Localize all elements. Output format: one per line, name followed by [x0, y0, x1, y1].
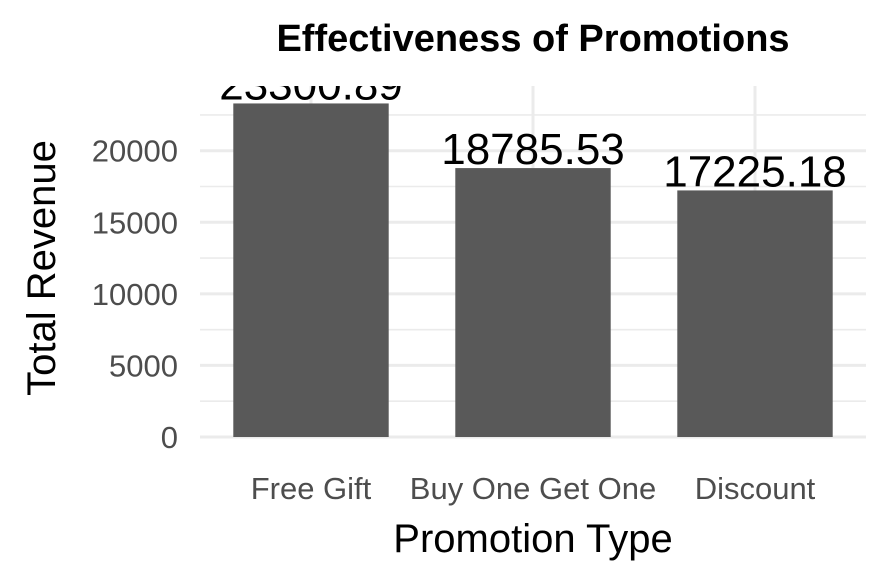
y-tick-label: 20000: [92, 134, 178, 169]
x-tick-label: Buy One Get One: [410, 471, 656, 506]
y-tick-label: 15000: [92, 205, 178, 240]
x-axis-title: Promotion Type: [393, 517, 672, 561]
bar: [233, 103, 389, 438]
chart-title: Effectiveness of Promotions: [276, 18, 789, 60]
bar: [677, 190, 833, 437]
bars: [233, 103, 833, 438]
y-axis-title: Total Revenue: [20, 140, 64, 396]
bar-value-label: 23300.89: [219, 60, 403, 109]
bar-value-label: 18785.53: [441, 125, 625, 174]
bar-value-label: 17225.18: [663, 147, 847, 196]
y-axis-ticks: 0 5000 10000 15000 20000: [92, 134, 178, 455]
data-labels: 23300.89 18785.53 17225.18: [219, 60, 847, 196]
y-tick-label: 10000: [92, 277, 178, 312]
x-tick-label: Discount: [695, 471, 816, 506]
x-tick-label: Free Gift: [251, 471, 372, 506]
y-tick-label: 5000: [109, 348, 178, 383]
x-axis-ticks: Free Gift Buy One Get One Discount: [251, 471, 816, 506]
bar: [455, 168, 611, 437]
y-tick-label: 0: [161, 420, 178, 455]
plot-area: 23300.89 18785.53 17225.18: [200, 60, 866, 439]
